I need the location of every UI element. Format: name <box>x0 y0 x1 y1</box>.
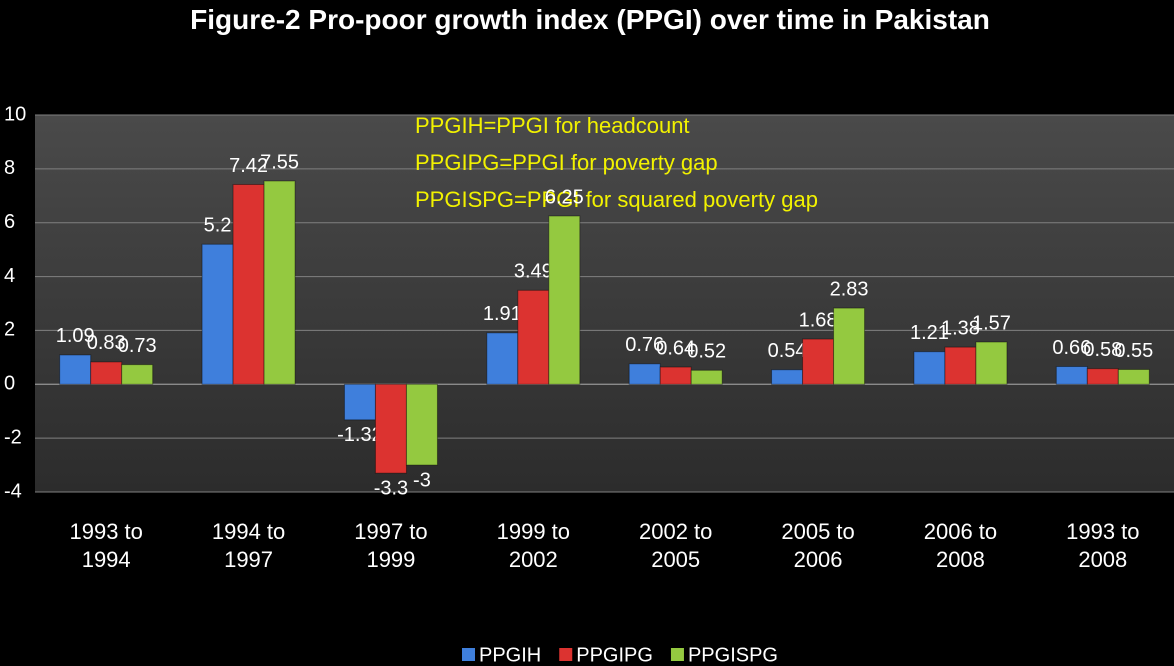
y-tick-label: 6 <box>4 211 15 233</box>
data-label: 1.21 <box>910 322 949 344</box>
data-label: 0.52 <box>687 341 726 363</box>
bar <box>944 346 977 385</box>
legend-swatch <box>670 648 684 661</box>
data-label: 7.55 <box>260 151 299 173</box>
x-tick-label: 2002 to 2005 <box>638 519 713 572</box>
data-label: 0.58 <box>1083 339 1122 361</box>
data-label: 0.83 <box>87 332 126 354</box>
chart-title: Figure-2 Pro-poor growth index (PPGI) ov… <box>190 4 990 35</box>
data-label: 5.2 <box>204 215 232 237</box>
bar <box>833 307 866 385</box>
annotation: PPGIH=PPGI for headcount <box>415 113 690 138</box>
legend-swatch <box>462 648 475 661</box>
bar <box>263 180 296 385</box>
data-label: -3.3 <box>374 477 408 499</box>
bar <box>771 369 804 385</box>
data-label: 6.25 <box>545 186 584 208</box>
bar <box>232 183 265 385</box>
data-label: 0.54 <box>768 340 807 362</box>
bar <box>121 364 154 385</box>
data-label: -1.32 <box>337 424 383 446</box>
y-tick-label: 2 <box>4 319 15 341</box>
data-label: 0.64 <box>656 337 695 359</box>
data-label: 1.57 <box>972 312 1011 334</box>
x-tick-label: 1994 to 1997 <box>211 519 286 572</box>
bar <box>659 366 692 385</box>
data-label: 1.68 <box>799 309 838 331</box>
bar <box>374 383 407 474</box>
bar <box>343 383 376 421</box>
x-tick-label: 1999 to 2002 <box>496 519 571 572</box>
bar <box>1055 366 1088 385</box>
data-label: -3 <box>413 469 431 491</box>
data-label: 0.73 <box>118 335 157 357</box>
bar <box>1117 368 1150 385</box>
x-tick-label: 1993 to 2008 <box>1066 519 1140 572</box>
bar <box>59 354 92 385</box>
x-tick-label: 2005 to 2006 <box>781 519 855 572</box>
bar <box>802 338 835 385</box>
annotation: PPGISPG=PPGI for squared poverty gap <box>415 187 818 212</box>
bar <box>486 332 519 385</box>
data-label: 1.09 <box>56 325 95 347</box>
bar <box>628 363 661 385</box>
bar <box>201 243 234 385</box>
data-label: 0.66 <box>1052 337 1091 359</box>
y-tick-label: 8 <box>4 157 15 179</box>
bar <box>1086 368 1119 385</box>
data-label: 7.42 <box>229 155 268 177</box>
bar <box>405 383 438 466</box>
y-tick-label: 4 <box>4 265 15 287</box>
data-label: 0.55 <box>1114 340 1153 362</box>
data-label: 3.49 <box>514 261 553 283</box>
data-label: 0.76 <box>625 334 664 356</box>
bar <box>690 369 723 385</box>
legend-label: PPGISPG <box>688 644 778 666</box>
bar <box>90 361 123 385</box>
y-tick-label: 10 <box>4 103 26 125</box>
x-tick-label: 1993 to 1994 <box>69 519 143 572</box>
bar <box>913 351 946 385</box>
data-label: 1.91 <box>483 303 522 325</box>
data-label: 2.83 <box>830 278 869 300</box>
y-tick-label: -2 <box>4 426 22 448</box>
bar <box>975 341 1008 385</box>
y-tick-label: -4 <box>4 480 22 502</box>
legend-label: PPGIH <box>479 644 541 666</box>
y-tick-label: 0 <box>4 373 15 395</box>
data-label: 1.38 <box>941 317 980 339</box>
legend-swatch <box>559 648 573 661</box>
x-tick-label: 2006 to 2008 <box>923 519 998 572</box>
legend-label: PPGIPG <box>576 644 653 666</box>
x-tick-label: 1997 to 1999 <box>354 519 428 572</box>
bar <box>517 289 550 385</box>
bar <box>548 215 581 385</box>
annotation: PPGIPG=PPGI for poverty gap <box>415 150 718 175</box>
